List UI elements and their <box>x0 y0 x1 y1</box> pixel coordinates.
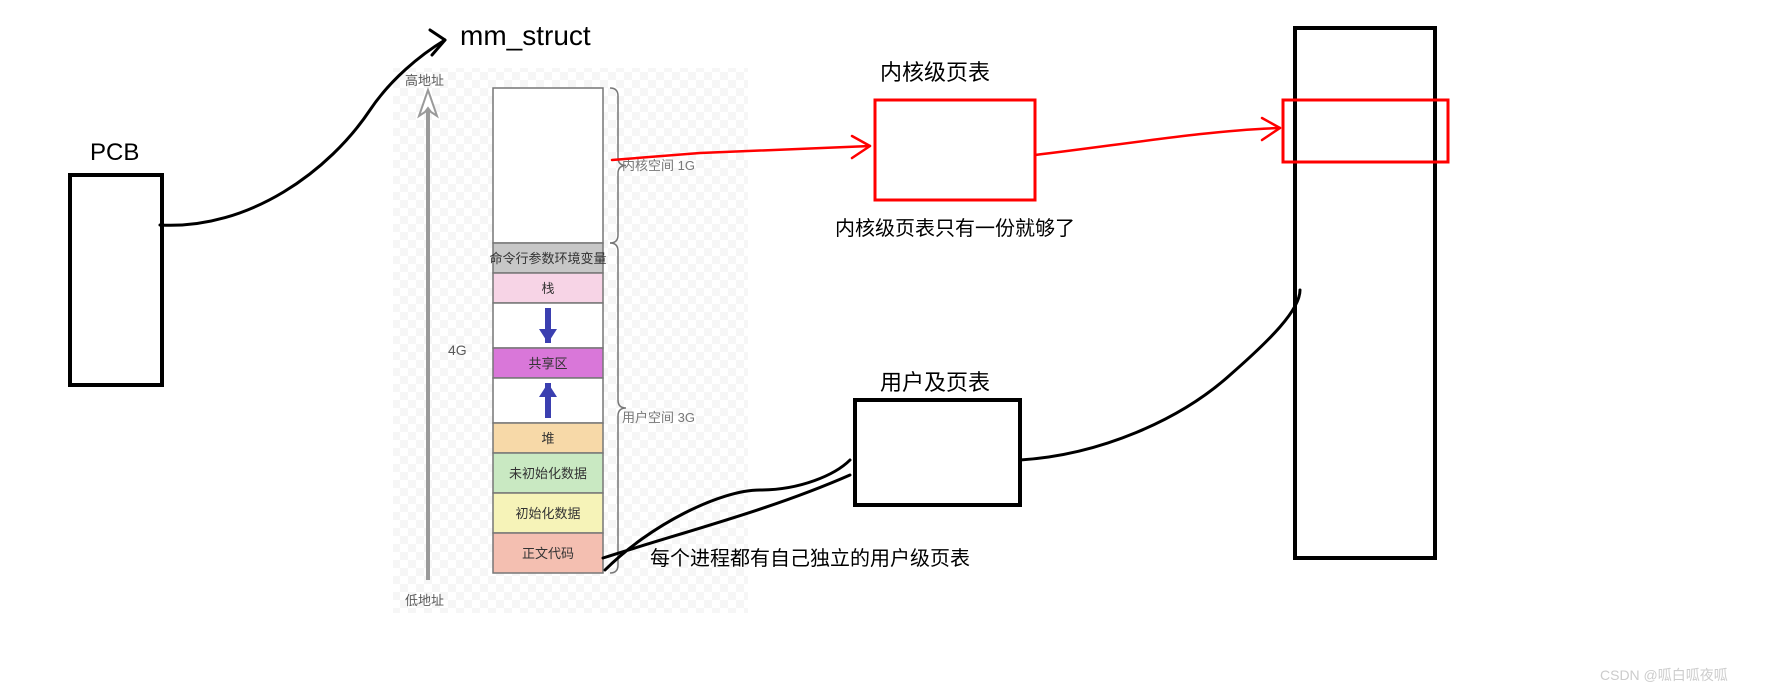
seg-label-data: 初始化数据 <box>515 506 580 521</box>
seg-label-stack: 栈 <box>541 281 554 296</box>
mm-struct-label: mm_struct <box>460 20 591 51</box>
label-4g: 4G <box>448 342 467 358</box>
seg-label-shared: 共享区 <box>528 356 567 371</box>
seg-label-text: 正文代码 <box>522 546 574 561</box>
seg-label-bss: 未初始化数据 <box>509 466 587 481</box>
canvas-bg <box>0 0 1776 692</box>
kernel-pt-caption: 内核级页表只有一份就够了 <box>835 217 1075 240</box>
brace-label-kernel_brace: 内核空间 1G <box>622 158 695 173</box>
pcb-label: PCB <box>90 139 139 166</box>
label-high-addr: 高地址 <box>405 73 444 88</box>
kernel-pt-title: 内核级页表 <box>880 60 990 85</box>
seg-kernel_space <box>493 88 603 243</box>
seg-label-cmdline_env: 命令行参数环境变量 <box>489 251 606 266</box>
watermark: CSDN @呱白呱夜呱 <box>1600 667 1728 683</box>
user-pt-title: 用户及页表 <box>880 370 990 395</box>
user-pt-caption: 每个进程都有自己独立的用户级页表 <box>650 547 970 570</box>
label-low-addr: 低地址 <box>405 593 444 608</box>
brace-label-user_brace: 用户空间 3G <box>622 410 695 425</box>
seg-label-heap: 堆 <box>541 431 554 446</box>
